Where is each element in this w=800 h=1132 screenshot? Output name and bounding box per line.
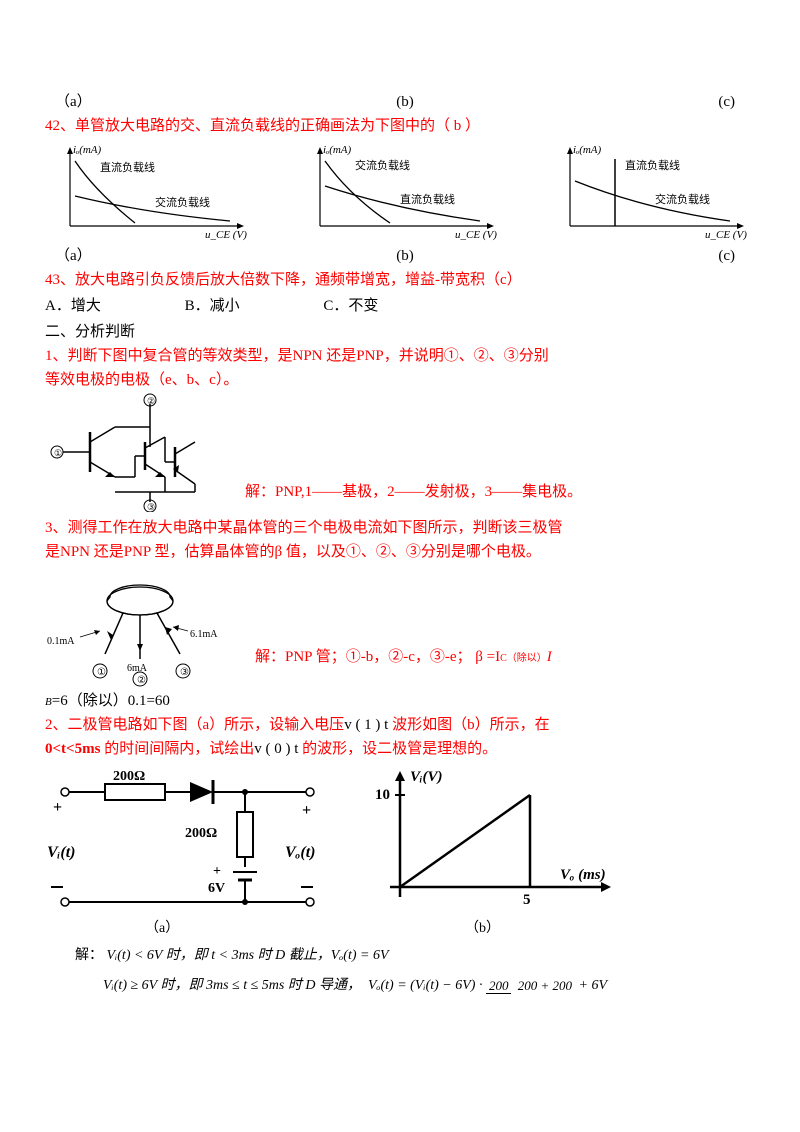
q2-line2: 0<t<5ms 的时间间隔内，试绘出v ( 0 ) t 的波形，设二极管是理想的… bbox=[45, 737, 755, 761]
svg-text:③: ③ bbox=[147, 502, 155, 512]
svg-text:③: ③ bbox=[180, 667, 189, 678]
label-b: (b) bbox=[396, 90, 414, 114]
svg-text:直流负载线: 直流负载线 bbox=[625, 158, 680, 172]
svg-text:直流负载线: 直流负载线 bbox=[400, 192, 455, 206]
svg-text:①: ① bbox=[54, 448, 62, 458]
svg-text:200Ω: 200Ω bbox=[113, 769, 145, 784]
q1-line2: 等效电极的电极（e、b、c）。 bbox=[45, 368, 755, 392]
svg-text:交流负载线: 交流负载线 bbox=[655, 192, 710, 206]
q42-text: 42、单管放大电路的交、直流负载线的正确画法为下图中的（ b ） bbox=[45, 114, 755, 138]
q43-options: A．增大 B．减小 C．不变 bbox=[45, 294, 755, 318]
label-c: (c) bbox=[718, 90, 735, 114]
q42-charts: iₒ(mA) u_CE (V) 直流负载线 交流负载线 iₒ(mA) u_CE … bbox=[45, 141, 755, 241]
q42-chart-c: iₒ(mA) u_CE (V) 直流负载线 交流负载线 bbox=[545, 141, 755, 241]
svg-text:u_CE (V): u_CE (V) bbox=[705, 229, 747, 241]
svg-text:Vₒ (ms): Vₒ (ms) bbox=[560, 867, 606, 883]
svg-text:6.1mA: 6.1mA bbox=[190, 629, 218, 640]
svg-text:5: 5 bbox=[523, 892, 531, 908]
svg-text:u_CE (V): u_CE (V) bbox=[455, 229, 497, 241]
svg-text:②: ② bbox=[147, 396, 155, 406]
q2-graph-b: Vᵢ(V) Vₒ (ms) 10 5 （b） bbox=[365, 767, 625, 937]
label-b2: (b) bbox=[396, 244, 414, 268]
q43-b: B．减小 bbox=[185, 294, 240, 318]
q2-circuit-a: 200Ω 200Ω + 6V + Vᵢ(t) + Vₒ(t) （a） bbox=[45, 767, 345, 937]
q1-figure-row: ① ② ③ 解：PNP,1——基极，2——发射极，3— bbox=[45, 392, 755, 512]
svg-text:0.1mA: 0.1mA bbox=[47, 636, 75, 647]
svg-text:（a）: （a） bbox=[145, 920, 179, 936]
label-a: （a） bbox=[55, 90, 92, 114]
q42-chart-a: iₒ(mA) u_CE (V) 直流负载线 交流负载线 bbox=[45, 141, 255, 241]
svg-text:Vₒ(t): Vₒ(t) bbox=[285, 844, 315, 861]
q3-line1: 3、测得工作在放大电路中某晶体管的三个电极电流如下图所示，判断该三极管 bbox=[45, 516, 755, 540]
svg-text:u_CE (V): u_CE (V) bbox=[205, 229, 247, 241]
label-a2: （a） bbox=[55, 244, 92, 268]
svg-text:②: ② bbox=[137, 675, 146, 686]
svg-text:+: + bbox=[53, 799, 62, 816]
solution-line1: 解： Vᵢ(t) < 6V 时，即 t < 3ms 时 D 截止，Vₒ(t) =… bbox=[75, 945, 755, 967]
q3-answer: 解：PNP 管；①-b，②-c，③-e； β =IC（除以）I bbox=[255, 645, 552, 669]
abc-row-top: （a） (b) (c) bbox=[45, 90, 755, 114]
svg-text:+: + bbox=[302, 802, 311, 819]
q2-line1: 2、二极管电路如下图（a）所示，设输入电压v ( 1 ) t 波形如图（b）所示… bbox=[45, 713, 755, 737]
q1-answer: 解：PNP,1——基极，2——发射极，3——集电极。 bbox=[245, 480, 582, 504]
svg-text:10: 10 bbox=[375, 787, 390, 803]
q3-line2: 是NPN 还是PNP 型，估算晶体管的β 值，以及①、②、③分别是哪个电极。 bbox=[45, 540, 755, 564]
q3-line3: B=6（除以）0.1=60 bbox=[45, 689, 755, 713]
q1-transistor-diagram: ① ② ③ bbox=[45, 392, 245, 512]
svg-text:Vᵢ(t): Vᵢ(t) bbox=[47, 844, 75, 861]
svg-text:+: + bbox=[213, 864, 221, 879]
svg-text:交流负载线: 交流负载线 bbox=[355, 158, 410, 172]
section2-title: 二、分析判断 bbox=[45, 320, 755, 344]
svg-text:6V: 6V bbox=[208, 881, 225, 896]
q3-transistor-can: 0.1mA 6mA 6.1mA ① ② ③ bbox=[45, 579, 255, 689]
svg-text:200Ω: 200Ω bbox=[185, 826, 217, 841]
svg-text:iₒ(mA): iₒ(mA) bbox=[323, 144, 352, 156]
q42-chart-b: iₒ(mA) u_CE (V) 交流负载线 直流负载线 bbox=[295, 141, 505, 241]
svg-text:直流负载线: 直流负载线 bbox=[100, 160, 155, 174]
q43-text: 43、放大电路引负反馈后放大倍数下降，通频带增宽，增益-带宽积（c） bbox=[45, 268, 755, 292]
fraction: 200 200 + 200 bbox=[486, 976, 575, 997]
q43-c: C．不变 bbox=[323, 294, 378, 318]
q43-a: A．增大 bbox=[45, 294, 101, 318]
svg-text:iₒ(mA): iₒ(mA) bbox=[73, 144, 102, 156]
q3-figure-row: 0.1mA 6mA 6.1mA ① ② ③ 解：PNP 管；①-b，②-c，③-… bbox=[45, 579, 755, 689]
abc-row-mid: （a） (b) (c) bbox=[45, 244, 755, 268]
q1-line1: 1、判断下图中复合管的等效类型，是NPN 还是PNP，并说明①、②、③分别 bbox=[45, 344, 755, 368]
svg-text:交流负载线: 交流负载线 bbox=[155, 195, 210, 209]
svg-text:iₒ(mA): iₒ(mA) bbox=[573, 144, 602, 156]
solution-line2: Vᵢ(t) ≥ 6V 时，即 3ms ≤ t ≤ 5ms 时 D 导通， Vₒ(… bbox=[103, 975, 755, 997]
svg-text:Vᵢ(V): Vᵢ(V) bbox=[410, 769, 443, 785]
label-c2: (c) bbox=[718, 244, 735, 268]
svg-text:①: ① bbox=[97, 667, 106, 678]
q2-figures: 200Ω 200Ω + 6V + Vᵢ(t) + Vₒ(t) （a） bbox=[45, 767, 755, 937]
svg-text:（b）: （b） bbox=[465, 920, 500, 936]
